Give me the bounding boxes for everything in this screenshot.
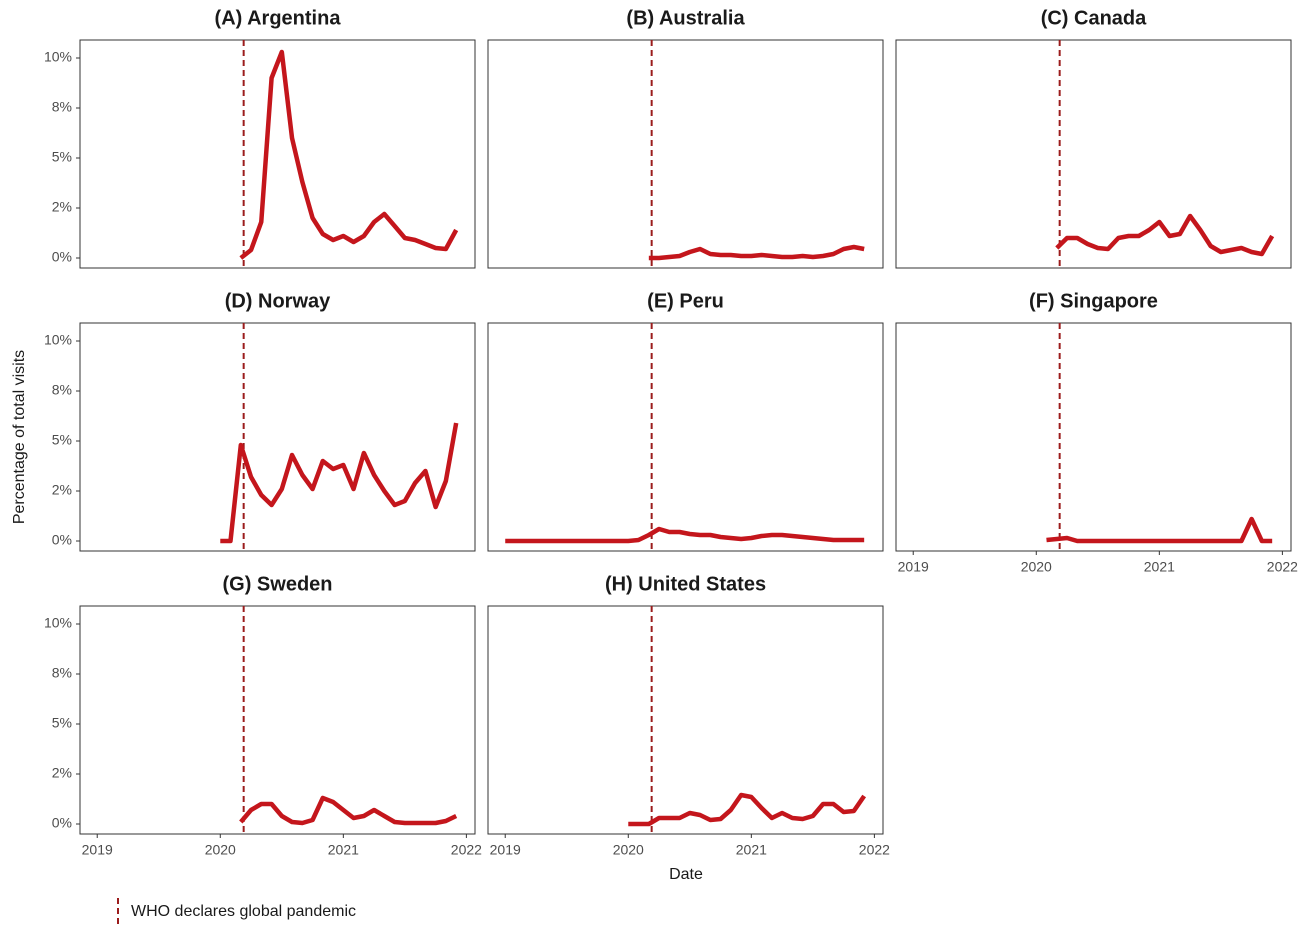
panel-frame [895,322,1292,552]
y-tick-label: 8% [52,665,72,681]
y-tick-label: 5% [52,432,72,448]
x-tick-label: 2020 [613,842,644,858]
y-tick-label: 10% [44,49,72,65]
y-tick-label: 5% [52,149,72,165]
x-tick-label: 2019 [490,842,521,858]
panel-title: (A) Argentina [215,7,342,29]
panel-frame [79,605,476,835]
x-tick-label: 2019 [82,842,113,858]
x-tick-label: 2019 [898,559,929,575]
series-line [220,422,459,544]
series-line [505,526,865,544]
panel-title: (C) Canada [1041,7,1147,29]
series-line [648,244,865,261]
y-tick-label: 0% [52,249,72,265]
series-line [628,792,867,827]
x-tick-label: 2022 [1267,559,1298,575]
panel-title: (B) Australia [626,7,745,29]
series-line [239,49,459,260]
x-tick-label: 2021 [1144,559,1175,575]
y-tick-label: 8% [52,382,72,398]
y-axis-label: Percentage of total visits [11,350,28,524]
series-line [239,795,458,826]
panel-frame [487,322,884,552]
legend-label: WHO declares global pandemic [131,903,356,920]
y-tick-label: 2% [52,765,72,781]
panel-frame [79,322,476,552]
x-axis-label: Date [669,866,703,883]
x-tick-label: 2020 [205,842,236,858]
series-line [1046,516,1273,544]
panel-title: (D) Norway [225,290,331,312]
x-tick-label: 2022 [451,842,482,858]
y-tick-label: 2% [52,482,72,498]
y-tick-label: 5% [52,715,72,731]
panel-title: (H) United States [605,573,766,595]
panel-frame [895,39,1292,269]
y-tick-label: 2% [52,199,72,215]
y-tick-label: 10% [44,332,72,348]
x-tick-label: 2020 [1021,559,1052,575]
y-tick-label: 8% [52,99,72,115]
x-tick-label: 2021 [736,842,767,858]
y-tick-label: 0% [52,532,72,548]
x-tick-label: 2021 [328,842,359,858]
x-tick-label: 2022 [859,842,890,858]
panel-title: (G) Sweden [222,573,332,595]
panel-title: (E) Peru [647,290,724,312]
panel-frame [79,39,476,269]
y-tick-label: 10% [44,615,72,631]
y-tick-label: 0% [52,815,72,831]
series-line [1055,213,1275,257]
panel-title: (F) Singapore [1029,290,1158,312]
panel-frame [487,605,884,835]
panel-frame [487,39,884,269]
